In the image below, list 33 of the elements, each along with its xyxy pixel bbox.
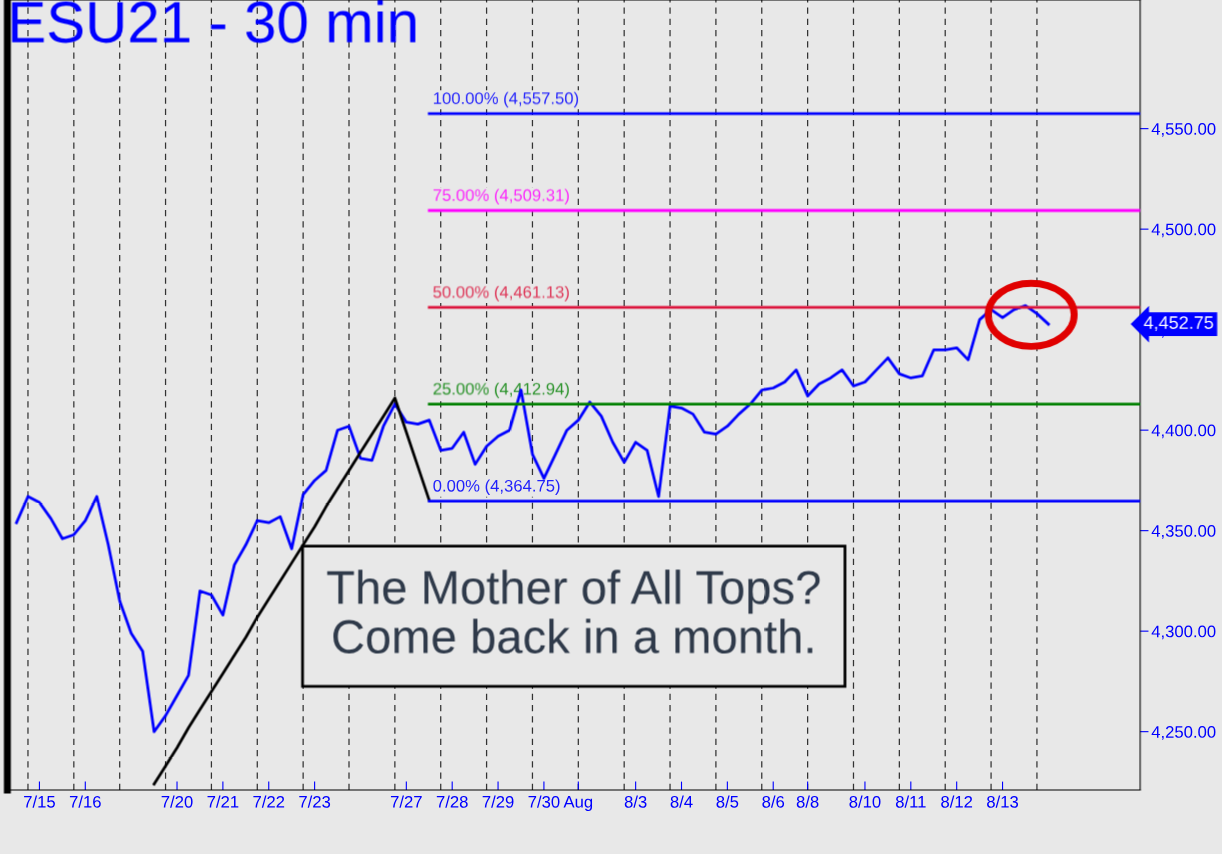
x-tick-label: 8/3: [624, 795, 647, 808]
annotation: 100.00% (4,557.50): [433, 92, 579, 108]
y-tick-label: 4,400.00: [1151, 424, 1216, 439]
y-tick-label: 4,500.00: [1151, 223, 1216, 238]
x-tick-label: 8/6: [762, 795, 785, 808]
x-tick-label: 7/15: [24, 795, 55, 808]
annotation: 25.00% (4,412.94): [433, 382, 569, 399]
x-tick-label: 7/29: [482, 795, 514, 808]
x-tick-label: 7/27: [390, 795, 422, 808]
x-tick-label: 7/20: [161, 795, 193, 808]
x-tick-label: 8/8: [796, 795, 819, 808]
y-tick-label: 4,250.00: [1151, 726, 1216, 740]
x-tick-label: 8/5: [716, 795, 739, 808]
annotation: 0.00% (4,364.75): [433, 479, 560, 495]
chart-title: ESU21 - 30 min: [12, 0, 416, 43]
x-tick-label: 8/11: [895, 795, 926, 808]
x-tick-label: 7/30: [528, 795, 560, 808]
y-tick-label: 4,350.00: [1151, 525, 1216, 539]
x-tick-label: 8/4: [670, 795, 693, 808]
x-tick-label: 7/23: [299, 795, 331, 808]
y-tick-label: 4,550.00: [1151, 123, 1216, 137]
y-tick-label: 4,300.00: [1151, 625, 1216, 640]
x-tick-label: 8/12: [941, 795, 973, 808]
x-tick-label: 7/21: [207, 795, 239, 808]
annotation: The Mother of All Tops? Come back in a month.: [327, 569, 820, 654]
x-tick-label: 8/13: [987, 795, 1019, 808]
x-tick-label: 8/10: [849, 795, 881, 808]
x-tick-label: Aug: [563, 796, 593, 812]
annotation: 50.00% (4,461.13): [433, 285, 569, 302]
annotation: 75.00% (4,509.31): [433, 188, 569, 205]
x-tick-label: 7/22: [253, 795, 285, 808]
x-tick-label: 7/16: [69, 795, 101, 808]
x-tick-label: 7/28: [436, 795, 468, 808]
